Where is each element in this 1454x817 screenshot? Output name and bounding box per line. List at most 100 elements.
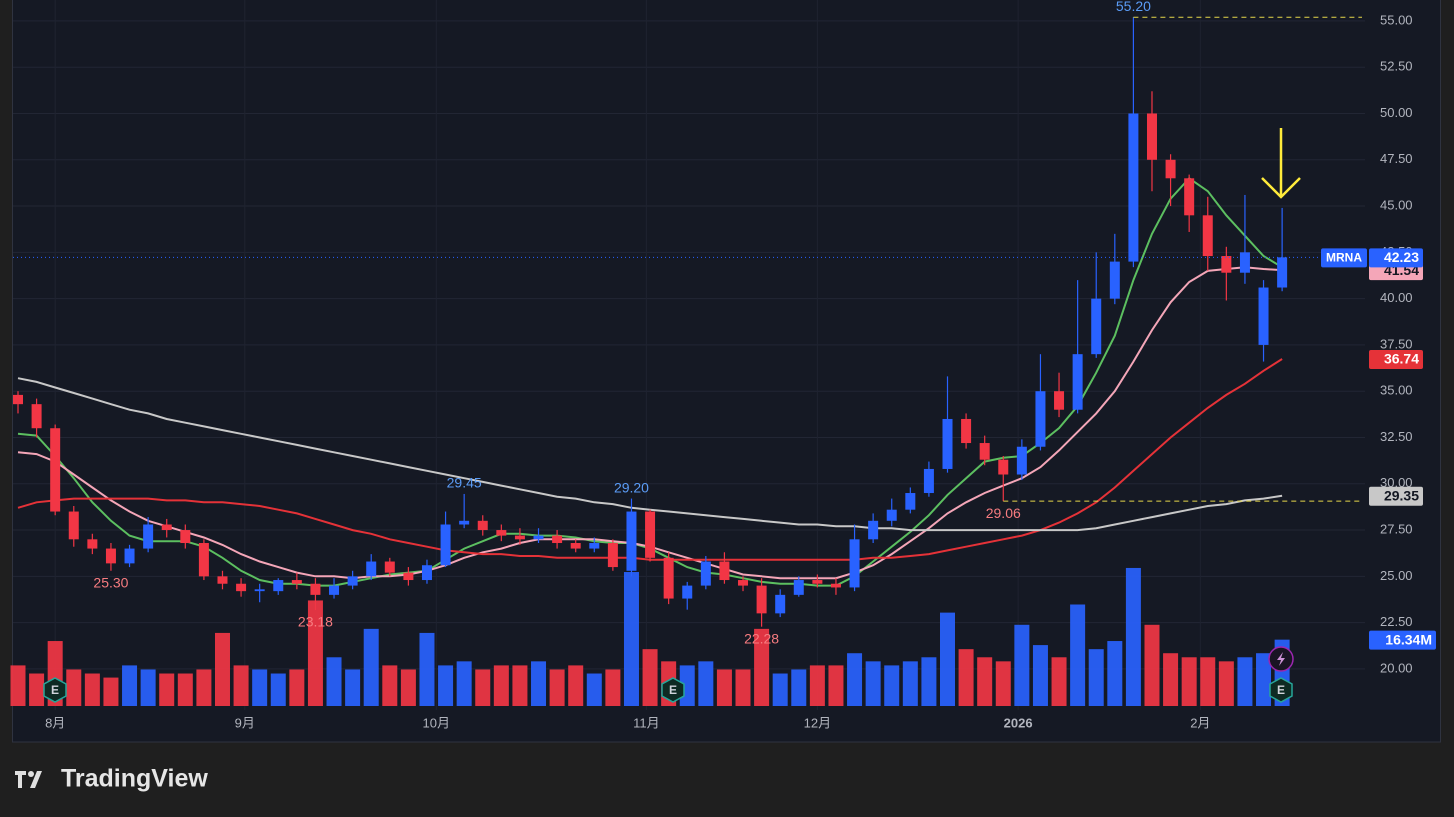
volume-bar: [493, 665, 509, 706]
candle-body: [682, 585, 693, 599]
candle-body: [1128, 113, 1139, 262]
volume-bar: [884, 665, 900, 706]
extreme-price-label: 23.18: [298, 614, 333, 630]
candle-body: [961, 418, 972, 444]
volume-bar: [791, 669, 807, 706]
volume-bar: [363, 628, 379, 706]
volume-bar: [772, 673, 788, 706]
price-badge: [1369, 349, 1423, 369]
y-tick-label: 22.50: [1380, 614, 1413, 629]
candle-body: [31, 404, 42, 429]
candles: [13, 17, 1288, 627]
candle-body: [1239, 252, 1250, 273]
chart-panel: [12, 0, 1441, 743]
y-tick-label: 52.50: [1380, 59, 1413, 74]
candle-body: [477, 520, 488, 531]
annotations: 55.20 29.45 29.20 25.30 23.18 22.28 29.06: [13, 0, 1365, 646]
volume-bar: [735, 669, 751, 706]
candle-body: [830, 583, 841, 588]
y-tick-label: 37.50: [1380, 336, 1413, 351]
volume-bar: [270, 673, 286, 706]
candle-body: [440, 524, 451, 566]
candle-body: [217, 576, 228, 584]
candle-body: [552, 535, 563, 544]
candle-body: [329, 585, 340, 595]
y-tick-label: 27.50: [1380, 521, 1413, 536]
volume-bar: [177, 673, 193, 706]
volume-bar: [159, 673, 175, 706]
volume-bar: [902, 661, 918, 706]
candle-body: [793, 580, 804, 595]
candle-body: [533, 535, 544, 540]
volume-bar: [1088, 649, 1104, 706]
volume-bar: [456, 661, 472, 706]
volume-bar: [1107, 641, 1123, 706]
candle-body: [366, 561, 377, 577]
candle-body: [1146, 113, 1157, 160]
candle-body: [905, 493, 916, 510]
candle-body: [310, 583, 321, 595]
candle-body: [1054, 391, 1065, 410]
y-tick-label: 40.00: [1380, 290, 1413, 305]
candle-body: [514, 535, 525, 540]
candle-body: [291, 580, 302, 584]
candle-body: [1165, 159, 1176, 179]
volume-bar: [568, 665, 584, 706]
volume-bar: [549, 669, 565, 706]
candle-body: [87, 539, 98, 549]
candle-body: [403, 572, 414, 581]
y-tick-label: 55.00: [1380, 12, 1413, 27]
volume-bar: [29, 673, 45, 706]
candle-body: [868, 520, 879, 540]
candle-body: [1109, 261, 1120, 299]
candle-body: [923, 468, 934, 494]
extreme-price-label: 55.20: [1116, 0, 1151, 14]
volume-bar: [233, 665, 249, 706]
candle-body: [998, 459, 1009, 475]
volume-bar: [252, 669, 268, 706]
candle-body: [50, 428, 61, 512]
extreme-price-label: 29.20: [614, 479, 649, 495]
symbol-tag: [1321, 248, 1367, 268]
volume-bar: [289, 669, 305, 706]
volume-bar: [586, 673, 602, 706]
volume-badge-label: 16.34M: [1385, 631, 1432, 647]
volume-bar: [1032, 645, 1048, 706]
volume-bar: [1237, 657, 1253, 706]
candle-body: [1184, 178, 1195, 216]
y-tick-label: 32.50: [1380, 429, 1413, 444]
y-tick-label: 25.00: [1380, 568, 1413, 583]
volume-bar: [382, 665, 398, 706]
y-tick-label: 35.00: [1380, 383, 1413, 398]
x-tick-label: 8月: [45, 715, 65, 730]
volume-bar: [10, 665, 26, 706]
volume-bar: [66, 669, 82, 706]
volume-bar: [809, 665, 825, 706]
candle-body: [13, 394, 23, 405]
volume-bar: [698, 661, 714, 706]
volume-bar: [1163, 653, 1179, 706]
volume-bar: [103, 677, 119, 706]
price-badge-label: 29.35: [1384, 488, 1419, 504]
candle-body: [421, 565, 432, 581]
earnings-icons: E E E: [43, 646, 1294, 703]
symbol-label: MRNA: [1326, 251, 1362, 265]
candle-body: [1035, 391, 1046, 447]
volume-bar: [1218, 661, 1234, 706]
x-tick-label: 2026: [1004, 715, 1033, 730]
candle-body: [570, 543, 581, 549]
x-tick-label: 10月: [423, 715, 450, 730]
candle-body: [273, 580, 284, 592]
volume-bar: [1125, 567, 1141, 706]
volume-bar: [642, 649, 658, 706]
volume-bar: [1051, 657, 1067, 706]
candle-body: [663, 557, 674, 599]
price-badge: [1369, 486, 1423, 506]
volume-bar: [214, 632, 230, 706]
volume-bar: [977, 657, 993, 706]
candle-body: [1221, 256, 1232, 273]
volume-bar: [307, 600, 323, 706]
candle-body: [496, 530, 507, 536]
